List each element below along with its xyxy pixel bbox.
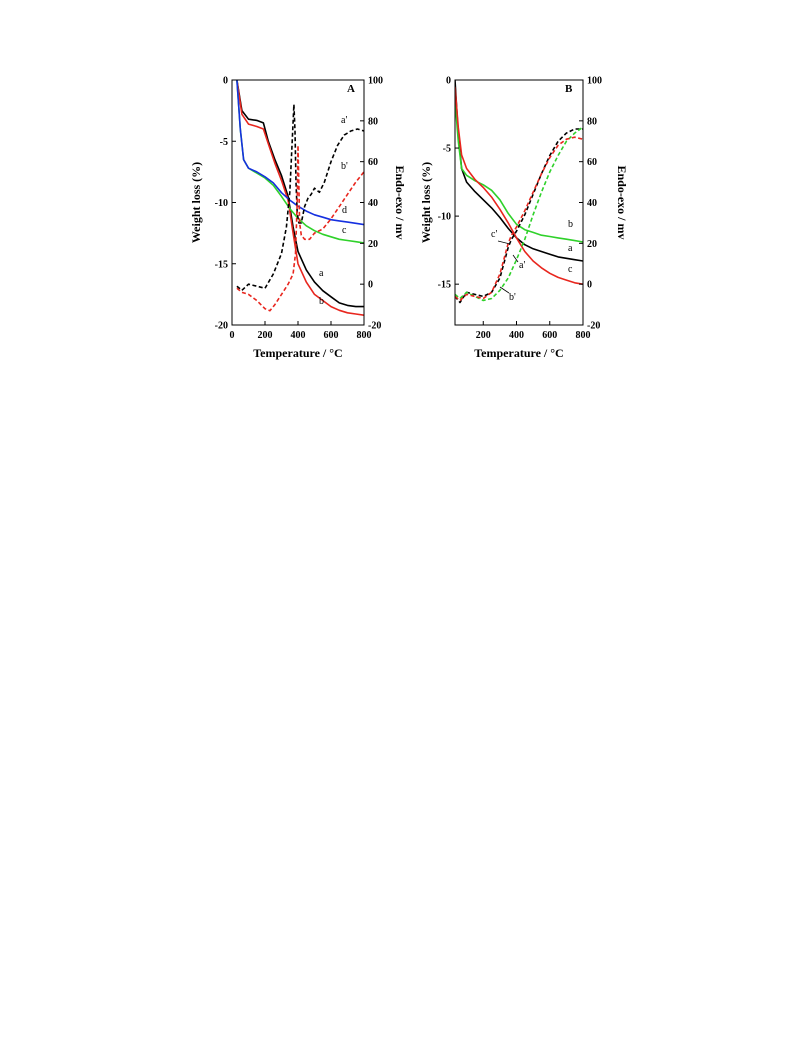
series-line-b-prime [455, 126, 583, 302]
curve-annotation: b' [509, 292, 516, 303]
series-line-b [455, 100, 583, 243]
series-line-c [455, 86, 583, 285]
y-right-tick-label: 0 [368, 280, 373, 291]
y-right-tick-label: 60 [587, 157, 597, 168]
series-line-b-prime [236, 144, 364, 312]
panel-label: A [347, 83, 355, 95]
curve-annotation: d [342, 205, 347, 216]
curve-annotation: c' [491, 229, 497, 240]
y-right-tick-label: 80 [587, 116, 597, 127]
curve-annotation: b [568, 219, 573, 230]
y-left-tick-label: -5 [443, 144, 451, 155]
y-right-tick-label: 60 [368, 157, 378, 168]
curve-annotation: a [319, 268, 324, 279]
series-line-c-prime [455, 136, 583, 302]
x-tick-label: 600 [324, 330, 339, 341]
series-line-a-prime [236, 103, 364, 292]
curve-annotation: b' [341, 161, 348, 172]
y-right-tick-label: 100 [368, 76, 383, 87]
y-left-tick-label: -20 [215, 321, 228, 332]
x-axis-title: Temperature / °C [253, 346, 342, 360]
y-right-tick-label: 40 [587, 198, 597, 209]
y-left-axis-title: Weight loss (%) [189, 162, 203, 243]
y-right-tick-label: 20 [587, 239, 597, 250]
curve-annotation: a' [519, 260, 525, 271]
series-line-b [236, 80, 364, 316]
series-line-a-prime [455, 128, 583, 304]
panel-b: 200 400 600 8000-5-10-15100806040200-20Temp… [419, 76, 629, 361]
y-right-axis-title: Endo-exo / mv [393, 165, 407, 239]
y-right-tick-label: 0 [587, 280, 592, 291]
y-right-tick-label: -20 [368, 321, 381, 332]
annotation-arrow [499, 286, 510, 294]
y-right-tick-label: 40 [368, 198, 378, 209]
x-tick-label: 200 [476, 330, 491, 341]
annotation-arrow [497, 240, 511, 245]
x-tick-label: 400 [509, 330, 524, 341]
series-line-a [236, 80, 364, 308]
x-tick-label: 800 [576, 330, 591, 341]
y-right-tick-label: -20 [587, 321, 600, 332]
panel-label: B [565, 83, 573, 95]
y-left-tick-label: 0 [223, 76, 228, 87]
x-tick-label: 400 [291, 330, 306, 341]
y-right-tick-label: 100 [587, 76, 602, 87]
x-tick-label: 0 [230, 330, 235, 341]
curve-annotation: a' [341, 115, 347, 126]
curve-annotation: c [568, 264, 573, 275]
y-right-axis-title: Endo-exo / mv [615, 165, 629, 239]
y-right-tick-label: 80 [368, 116, 378, 127]
annotation-arrow [512, 254, 519, 263]
y-left-tick-label: 0 [446, 76, 451, 87]
x-tick-label: 800 [357, 330, 372, 341]
panel-a: 0 200 400 600 8000-5-10-15-20100806040200-20… [189, 76, 407, 361]
plot-frame [454, 79, 584, 326]
curve-annotation: c [342, 225, 347, 236]
y-left-tick-label: -10 [438, 212, 451, 223]
series-line-a [455, 80, 583, 262]
series-line-d [236, 80, 364, 226]
y-left-tick-label: -5 [220, 137, 228, 148]
y-left-tick-label: -15 [215, 259, 228, 270]
curve-annotation: a [568, 243, 573, 254]
curve-annotation: b [319, 296, 324, 307]
x-tick-label: 200 [258, 330, 273, 341]
x-axis-title: Temperature / °C [474, 346, 563, 360]
y-left-tick-label: -10 [215, 198, 228, 209]
y-left-axis-title: Weight loss (%) [419, 162, 433, 243]
y-left-tick-label: -15 [438, 280, 451, 291]
x-tick-label: 600 [542, 330, 557, 341]
y-right-tick-label: 20 [368, 239, 378, 250]
